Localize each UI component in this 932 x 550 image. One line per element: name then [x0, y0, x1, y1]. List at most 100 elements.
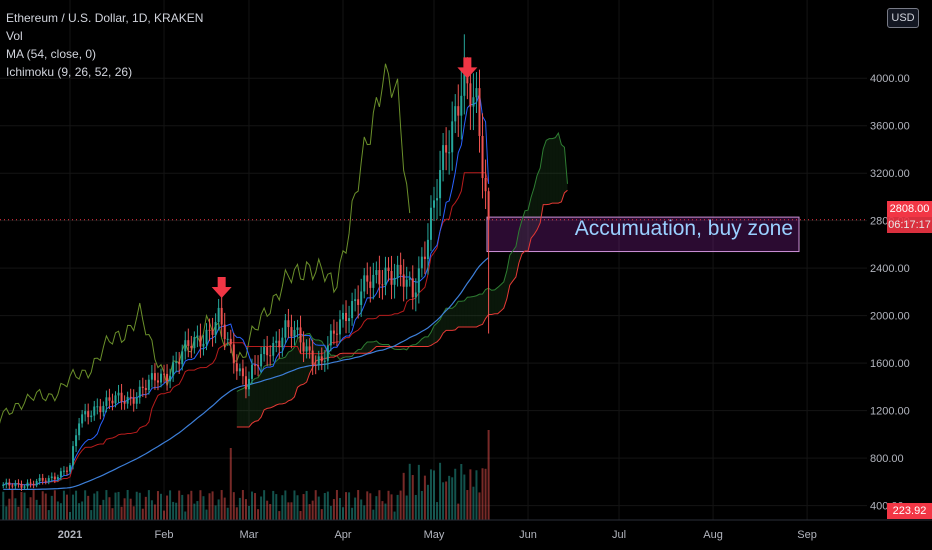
candle-body — [178, 361, 181, 365]
volume-bar — [475, 470, 478, 520]
cloud-segment — [361, 345, 365, 354]
volume-bar — [238, 497, 241, 520]
volume-bar — [463, 474, 466, 520]
candle-body — [408, 278, 411, 280]
volume-bar — [226, 507, 229, 520]
volume-bar — [72, 494, 75, 520]
volume-bar — [293, 490, 296, 520]
volume-bar — [396, 494, 399, 520]
candle-body — [78, 423, 81, 436]
cloud-segment — [452, 305, 456, 331]
cloud-segment — [276, 358, 280, 406]
candle-body — [332, 330, 335, 334]
candle-body — [402, 274, 405, 287]
cloud-segment — [555, 133, 559, 204]
volume-bar — [451, 477, 454, 520]
candle-body — [141, 386, 144, 388]
volume-bar — [244, 499, 247, 520]
candle-body — [108, 397, 111, 401]
candle-body — [442, 145, 445, 171]
volume-bar — [351, 507, 354, 520]
candle-body — [111, 400, 114, 404]
candle-body — [281, 337, 284, 348]
candle-body — [163, 373, 166, 375]
candle-body — [393, 277, 396, 285]
candle-body — [363, 275, 366, 292]
volume-bar — [59, 503, 62, 520]
candle-body — [445, 145, 448, 153]
candle-body — [317, 356, 320, 365]
countdown-badge: 06:17:17 — [887, 217, 932, 233]
cloud-segment — [461, 300, 465, 327]
candle-body — [323, 360, 326, 362]
volume-bar — [141, 508, 144, 520]
cloud-segment — [443, 308, 447, 334]
candle-body — [369, 281, 372, 288]
legend-volume[interactable]: Vol — [6, 29, 23, 43]
volume-bar — [429, 469, 432, 520]
x-tick-label: Sep — [797, 529, 817, 541]
candle-body — [214, 322, 217, 335]
volume-bar — [478, 492, 481, 520]
cloud-segment — [437, 319, 441, 342]
volume-bar — [50, 495, 53, 520]
cloud-segment — [500, 281, 504, 312]
candle-body — [463, 73, 466, 96]
candle-body — [23, 486, 26, 488]
last-price-badge: 2808.00 — [887, 201, 932, 217]
x-tick-label: Feb — [155, 529, 174, 541]
candle-body — [235, 363, 238, 372]
volume-bar — [296, 495, 299, 520]
candle-body — [342, 312, 344, 320]
candle-body — [287, 320, 290, 328]
candle-body — [150, 373, 153, 380]
currency-button[interactable]: USD — [887, 8, 919, 28]
candle-body — [457, 106, 460, 116]
volume-bar — [232, 492, 235, 520]
volume-bar — [357, 490, 360, 520]
volume-bar — [199, 490, 202, 520]
candle-body — [426, 239, 429, 260]
volume-bar — [193, 503, 196, 520]
candle-body — [211, 329, 214, 335]
candle-body — [175, 361, 178, 363]
cloud-segment — [282, 357, 286, 404]
volume-bar — [105, 490, 108, 520]
candle-body — [436, 198, 439, 201]
candle-body — [405, 279, 408, 287]
grid — [0, 0, 867, 520]
volume-bar — [329, 505, 332, 520]
volume-bar — [335, 490, 338, 520]
candle-body — [484, 178, 487, 192]
volume-bar — [460, 463, 463, 520]
volume-bar — [229, 448, 232, 520]
cloud-segment — [455, 301, 459, 330]
legend: Ethereum / U.S. Dollar, 1D, KRAKEN Vol M… — [6, 9, 203, 81]
volume-bar — [269, 504, 272, 520]
candle-body — [172, 362, 175, 376]
cloud-segment — [288, 350, 292, 401]
x-tick-label: Jul — [612, 529, 626, 541]
volume-bar — [375, 496, 378, 520]
cloud-segment — [549, 138, 553, 205]
legend-ma[interactable]: MA (54, close, 0) — [6, 47, 97, 61]
x-tick-label: Aug — [703, 529, 723, 541]
candle-body — [199, 335, 202, 347]
legend-ichimoku[interactable]: Ichimoku (9, 26, 52, 26) — [6, 65, 133, 79]
tenkan-line — [3, 93, 490, 486]
candle-body — [75, 435, 78, 447]
volume-bar — [144, 496, 147, 520]
cloud-segment — [258, 373, 262, 421]
volume-bar — [442, 482, 445, 520]
volume-bar — [381, 501, 384, 520]
candle-body — [254, 364, 257, 366]
volume-bar — [138, 492, 141, 520]
cloud-segment — [285, 352, 289, 404]
volume-bar — [150, 500, 153, 520]
span-b-line — [236, 189, 568, 428]
candle-body — [38, 477, 41, 482]
candle-body — [354, 299, 357, 302]
volume-bar — [272, 490, 275, 520]
